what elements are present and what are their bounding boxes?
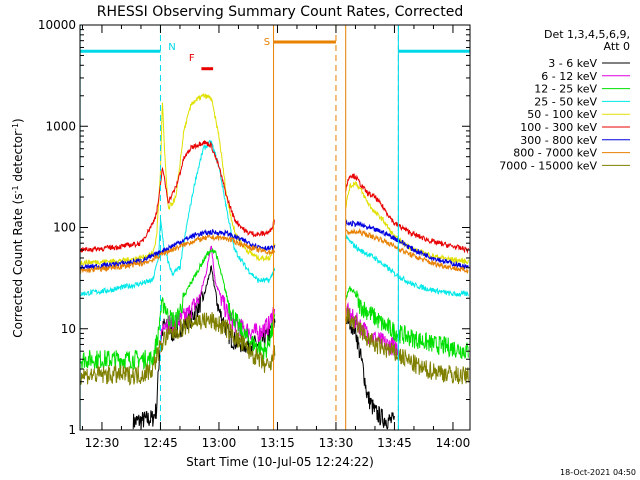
series-line bbox=[79, 234, 276, 275]
y-tick-label: 100 bbox=[53, 221, 76, 235]
y-axis-label: Corrected Count Rate (s-1 detector-1) bbox=[11, 118, 26, 337]
legend-entry-label: 7000 - 15000 keV bbox=[499, 159, 597, 172]
chart-title: RHESSI Observing Summary Count Rates, Co… bbox=[97, 4, 463, 20]
x-tick-label: 12:45 bbox=[143, 436, 178, 450]
series-line bbox=[79, 312, 276, 386]
x-tick-label: 13:00 bbox=[202, 436, 237, 450]
svg-text:Corrected Count Rate (s-1 dete: Corrected Count Rate (s-1 detector-1) bbox=[11, 118, 26, 337]
legend-entry-label: 50 - 100 keV bbox=[527, 108, 597, 121]
series-line bbox=[132, 265, 276, 430]
night-flag-label: N bbox=[168, 42, 175, 53]
legend-title-line2: Att 0 bbox=[604, 40, 630, 53]
legend-entry-label: 12 - 25 keV bbox=[534, 83, 597, 96]
legend-entry-label: 300 - 800 keV bbox=[520, 134, 597, 147]
series-line bbox=[79, 140, 275, 253]
x-tick-label: 13:30 bbox=[319, 436, 354, 450]
series-line bbox=[160, 245, 276, 346]
x-axis-label: Start Time (10-Jul-05 12:24:22) bbox=[186, 455, 374, 469]
y-tick-label: 10000 bbox=[38, 18, 76, 32]
x-tick-label: 12:30 bbox=[85, 436, 120, 450]
series-line bbox=[79, 247, 276, 371]
series-line bbox=[345, 286, 469, 360]
series-line bbox=[80, 139, 276, 297]
series-line bbox=[345, 234, 469, 298]
y-axis-label-sup1: -1 bbox=[11, 185, 20, 193]
legend-entry-label: 3 - 6 keV bbox=[548, 57, 597, 70]
series-line bbox=[345, 219, 469, 270]
y-axis-label-sup2: -1 bbox=[11, 123, 20, 131]
x-tick-label: 13:45 bbox=[377, 436, 412, 450]
series-line bbox=[79, 228, 276, 271]
legend-entry-label: 100 - 300 keV bbox=[520, 121, 597, 134]
x-tick-label: 14:00 bbox=[436, 436, 471, 450]
saa-flag-label: S bbox=[264, 37, 270, 48]
legend-entry-label: 800 - 7000 keV bbox=[513, 147, 597, 160]
y-axis-label-end: ) bbox=[11, 118, 25, 123]
series-layer bbox=[79, 92, 469, 430]
y-tick-label: 1000 bbox=[45, 119, 76, 133]
legend-entry-label: 25 - 50 keV bbox=[534, 95, 597, 108]
axes-layer: 1 10 100 1000 10000 12:30 12:45 13:00 13:15 13:30… bbox=[38, 18, 471, 450]
x-tick-label: 13:15 bbox=[260, 436, 295, 450]
series-line bbox=[345, 227, 469, 274]
timestamp: 18-Oct-2021 04:50 bbox=[560, 468, 636, 477]
y-axis-label-main: Corrected Count Rate (s bbox=[11, 193, 25, 337]
series-line bbox=[345, 307, 469, 385]
y-tick-label: 10 bbox=[61, 322, 76, 336]
legend-title-line1: Det 1,3,4,5,6,9, bbox=[544, 28, 630, 41]
y-axis-label-mid: detector bbox=[11, 131, 25, 186]
legend-entry-label: 6 - 12 keV bbox=[541, 70, 597, 83]
series-line bbox=[345, 173, 469, 254]
flare-flag-label: F bbox=[189, 53, 195, 64]
y-tick-label: 1 bbox=[68, 423, 76, 437]
